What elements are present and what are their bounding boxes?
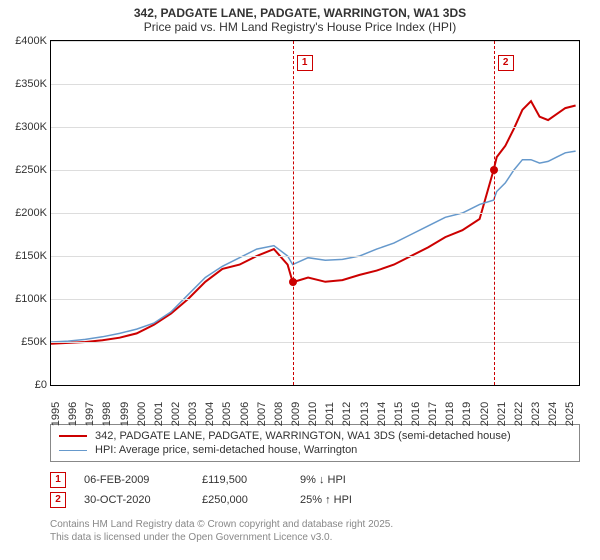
y-axis-label: £300K: [3, 121, 47, 133]
legend-item: HPI: Average price, semi-detached house,…: [59, 443, 571, 457]
title-main: 342, PADGATE LANE, PADGATE, WARRINGTON, …: [8, 6, 592, 20]
x-axis-label: 2021: [496, 402, 508, 426]
gridline-h: [51, 299, 579, 300]
event-row: 1 06-FEB-2009 £119,500 9% ↓ HPI: [50, 470, 580, 490]
x-axis-label: 1996: [67, 402, 79, 426]
gridline-h: [51, 127, 579, 128]
attribution: Contains HM Land Registry data © Crown c…: [50, 518, 580, 544]
x-axis-label: 2010: [307, 402, 319, 426]
x-axis-label: 2018: [444, 402, 456, 426]
legend-swatch: [59, 435, 87, 437]
event-row: 2 30-OCT-2020 £250,000 25% ↑ HPI: [50, 490, 580, 510]
event-pct: 25% ↑ HPI: [300, 494, 390, 506]
legend-label: 342, PADGATE LANE, PADGATE, WARRINGTON, …: [95, 430, 511, 442]
chart-plot-area: £0£50K£100K£150K£200K£250K£300K£350K£400…: [50, 40, 580, 386]
x-axis-label: 2012: [341, 402, 353, 426]
gridline-h: [51, 84, 579, 85]
events-table: 1 06-FEB-2009 £119,500 9% ↓ HPI 2 30-OCT…: [50, 470, 580, 510]
x-axis-label: 2001: [153, 402, 165, 426]
attribution-line: This data is licensed under the Open Gov…: [50, 531, 580, 544]
event-date: 06-FEB-2009: [84, 474, 184, 486]
event-marker-box: 1: [50, 472, 66, 488]
x-axis-label: 2019: [461, 402, 473, 426]
x-axis-label: 2005: [221, 402, 233, 426]
x-axis-label: 2008: [273, 402, 285, 426]
y-axis-label: £0: [3, 379, 47, 391]
x-axis-label: 1997: [84, 402, 96, 426]
marker-dot: [490, 166, 498, 174]
x-axis-label: 2017: [427, 402, 439, 426]
x-axis-label: 2023: [530, 402, 542, 426]
legend-swatch: [59, 450, 87, 451]
event-price: £119,500: [202, 474, 282, 486]
marker-label-box: 2: [498, 55, 514, 71]
y-axis-label: £50K: [3, 336, 47, 348]
event-marker-box: 2: [50, 492, 66, 508]
x-axis-label: 2007: [256, 402, 268, 426]
series-line: [51, 101, 576, 344]
attribution-line: Contains HM Land Registry data © Crown c…: [50, 518, 580, 531]
legend-label: HPI: Average price, semi-detached house,…: [95, 444, 357, 456]
gridline-h: [51, 213, 579, 214]
x-axis-label: 2000: [136, 402, 148, 426]
x-axis-label: 2025: [564, 402, 576, 426]
event-pct: 9% ↓ HPI: [300, 474, 390, 486]
marker-vline: [293, 41, 294, 385]
y-axis-label: £100K: [3, 293, 47, 305]
x-axis-label: 2006: [239, 402, 251, 426]
x-axis: 1995199619971998199920002001200220032004…: [50, 390, 578, 418]
x-axis-label: 2003: [187, 402, 199, 426]
chart-titles: 342, PADGATE LANE, PADGATE, WARRINGTON, …: [0, 0, 600, 36]
x-axis-label: 1995: [50, 402, 62, 426]
x-axis-label: 2011: [324, 402, 336, 426]
marker-dot: [289, 278, 297, 286]
y-axis-label: £400K: [3, 35, 47, 47]
marker-vline: [494, 41, 495, 385]
x-axis-label: 2009: [290, 402, 302, 426]
x-axis-label: 2024: [547, 402, 559, 426]
x-axis-label: 2013: [359, 402, 371, 426]
y-axis-label: £200K: [3, 207, 47, 219]
event-price: £250,000: [202, 494, 282, 506]
event-date: 30-OCT-2020: [84, 494, 184, 506]
gridline-h: [51, 342, 579, 343]
x-axis-label: 2022: [513, 402, 525, 426]
title-sub: Price paid vs. HM Land Registry's House …: [8, 20, 592, 34]
y-axis-label: £250K: [3, 164, 47, 176]
x-axis-label: 2004: [204, 402, 216, 426]
y-axis-label: £150K: [3, 250, 47, 262]
gridline-h: [51, 41, 579, 42]
x-axis-label: 2020: [479, 402, 491, 426]
x-axis-label: 1998: [101, 402, 113, 426]
x-axis-label: 2015: [393, 402, 405, 426]
x-axis-label: 2016: [410, 402, 422, 426]
y-axis-label: £350K: [3, 78, 47, 90]
legend: 342, PADGATE LANE, PADGATE, WARRINGTON, …: [50, 424, 580, 462]
x-axis-label: 2014: [376, 402, 388, 426]
series-line: [51, 151, 576, 342]
x-axis-label: 1999: [119, 402, 131, 426]
legend-item: 342, PADGATE LANE, PADGATE, WARRINGTON, …: [59, 429, 571, 443]
gridline-h: [51, 170, 579, 171]
gridline-h: [51, 256, 579, 257]
x-axis-label: 2002: [170, 402, 182, 426]
marker-label-box: 1: [297, 55, 313, 71]
